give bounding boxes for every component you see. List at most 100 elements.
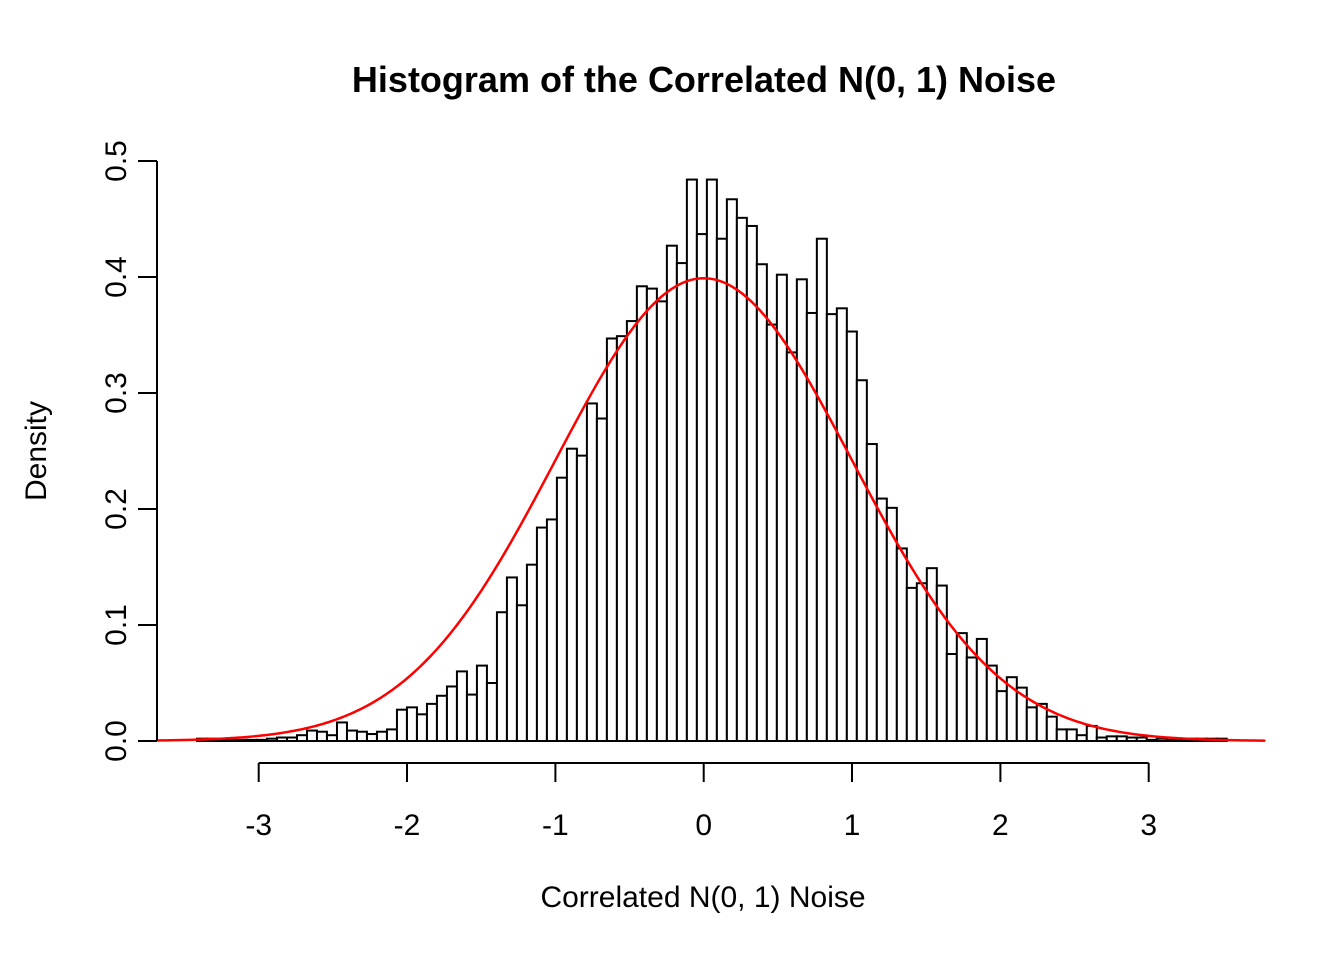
x-tick-label: -2 [394, 809, 421, 842]
chart-title: Histogram of the Correlated N(0, 1) Nois… [352, 59, 1056, 100]
histogram-bar [475, 664, 488, 742]
histogram-bar [1155, 737, 1168, 742]
histogram-bar [1125, 736, 1138, 743]
histogram-bar [835, 307, 848, 742]
histogram-bar [1025, 706, 1038, 742]
histogram-bar [785, 351, 798, 742]
histogram-bar [525, 563, 538, 742]
histogram-bar [365, 733, 378, 742]
histogram-bar [305, 729, 318, 742]
histogram-bar [1065, 728, 1078, 743]
histogram-bar [395, 708, 408, 742]
histogram-bar [1055, 728, 1068, 743]
histogram-bar [255, 738, 268, 743]
y-tick-label: 0.2 [100, 488, 133, 530]
histogram-bar [1045, 715, 1058, 743]
histogram-bar [595, 417, 608, 742]
histogram-bar [1175, 738, 1188, 743]
histogram-bar [915, 582, 928, 742]
histogram-bar [585, 402, 598, 742]
axes-layer: 0.0 0.1 0.2 0.3 0.4 0.5 -3 -2 -1 0 1 2 3 [100, 140, 1157, 842]
histogram-bar [675, 262, 688, 742]
histogram-bar [665, 244, 678, 742]
density-curve [156, 276, 1266, 742]
histogram-bar [895, 547, 908, 742]
histogram-bar [226, 738, 238, 743]
histogram-bar [805, 311, 818, 742]
x-tick-label: 0 [695, 809, 712, 842]
histogram-bar [245, 738, 258, 743]
histogram-bar [1085, 724, 1098, 742]
histogram-bar [845, 330, 858, 742]
histogram-bar [315, 730, 328, 742]
y-tick-label: 0.1 [100, 604, 133, 646]
histogram-bar [375, 730, 388, 742]
histogram-bar [505, 576, 518, 742]
x-tick-label: 3 [1140, 809, 1157, 842]
histogram-bar [885, 506, 898, 742]
histogram-bar [1135, 736, 1148, 743]
histogram-bar [985, 664, 998, 742]
x-tick-label: -1 [542, 809, 569, 842]
histogram-bar [565, 447, 578, 742]
x-axis-label: Correlated N(0, 1) Noise [540, 881, 865, 914]
histogram-bar [975, 637, 988, 742]
y-tick-label: 0.0 [100, 720, 133, 762]
histogram-bar [405, 706, 418, 742]
histogram-bar [465, 693, 478, 742]
histogram-bar [855, 379, 868, 742]
y-tick-label: 0.5 [100, 140, 133, 182]
histogram-bar [795, 278, 808, 742]
histogram-bar [425, 702, 438, 743]
histogram-bar [875, 497, 888, 742]
histogram-bar [715, 237, 728, 742]
histogram-bar [575, 454, 588, 742]
histogram-bar [945, 653, 958, 742]
x-tick-label: 1 [844, 809, 861, 842]
y-axis-label: Density [20, 401, 53, 501]
density-curve-layer [156, 276, 1266, 742]
y-tick-label: 0.3 [100, 372, 133, 414]
histogram-bars-layer [196, 178, 1228, 743]
histogram-bar [815, 237, 828, 742]
histogram-bar [285, 736, 298, 743]
histogram-bar [495, 611, 508, 742]
histogram-bar [1075, 734, 1088, 743]
histogram-bar [605, 337, 618, 742]
histogram-bar [235, 738, 248, 743]
histogram-bar [905, 586, 918, 742]
histogram-bar [685, 178, 698, 742]
histogram-bar [1105, 735, 1118, 742]
histogram-bar [515, 604, 528, 743]
histogram-bar [1095, 736, 1108, 743]
histogram-bar [725, 198, 738, 742]
histogram-bar [645, 287, 658, 742]
histogram-bar [635, 285, 648, 742]
histogram-bar [1145, 738, 1158, 743]
histogram-bar [345, 729, 358, 742]
histogram-bar [965, 656, 978, 742]
histogram-bar [825, 313, 838, 742]
histogram-bar [625, 320, 638, 742]
histogram-bar [615, 335, 628, 742]
histogram-bar [445, 685, 458, 742]
histogram-bar [385, 728, 398, 743]
histogram-bar [455, 670, 468, 743]
histogram-bar [335, 721, 348, 743]
histogram-bar [415, 713, 428, 743]
histogram-bar [435, 694, 448, 743]
histogram-bar [995, 690, 1008, 742]
histogram-bar [955, 632, 968, 742]
x-tick-label: 2 [992, 809, 1009, 842]
histogram-bar [705, 178, 718, 742]
histogram-bar [695, 233, 708, 743]
histogram-bar [555, 476, 568, 742]
histogram-bar [265, 737, 278, 742]
y-tick-label: 0.4 [100, 256, 133, 298]
x-tick-label: -3 [245, 809, 272, 842]
histogram-bar [655, 300, 668, 742]
histogram-bar [1115, 735, 1128, 742]
histogram-bar [755, 263, 768, 742]
histogram-bar [295, 734, 308, 743]
